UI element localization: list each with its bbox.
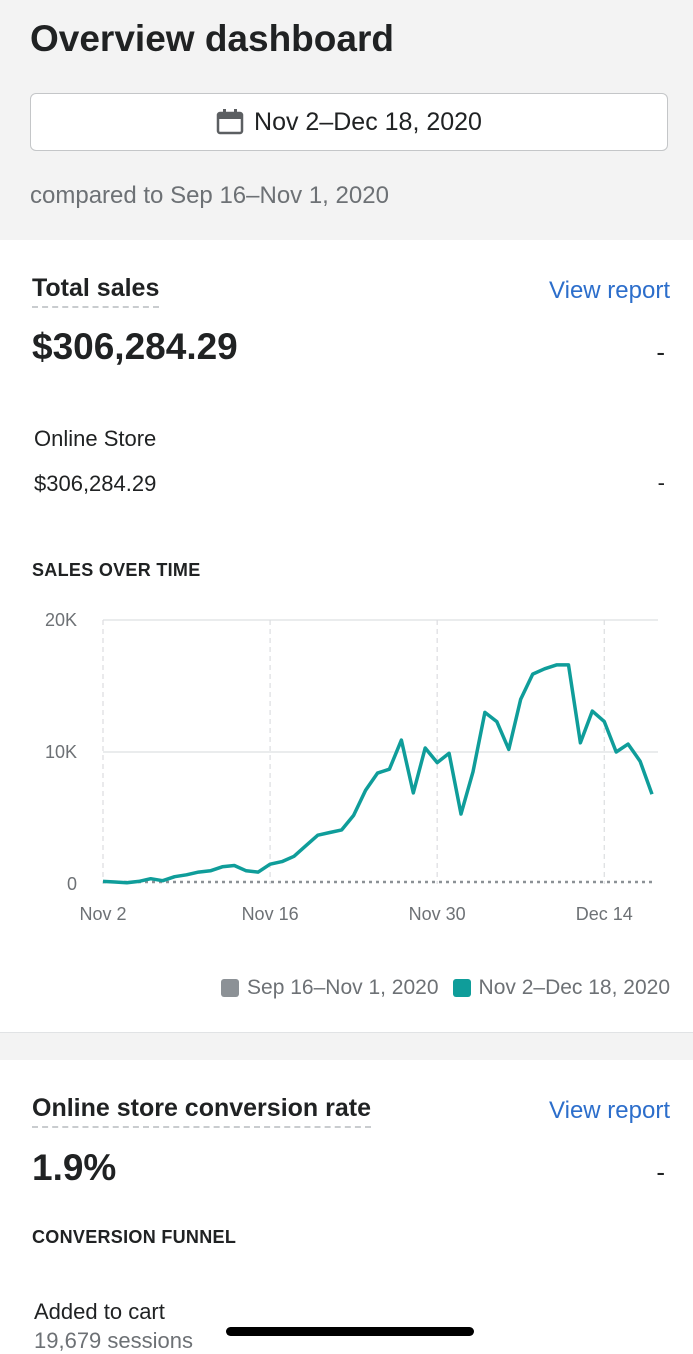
series-line-current — [102, 663, 654, 885]
comparison-text: compared to Sep 16–Nov 1, 2020 — [30, 182, 389, 209]
total-sales-value: $306,284.29 — [32, 326, 238, 367]
header: Overview dashboard Nov 2–Dec 18, 2020 co… — [0, 0, 693, 240]
section-divider — [0, 1032, 693, 1061]
conversion-change: - — [656, 1157, 665, 1187]
channel-value: $306,284.29 — [34, 471, 157, 496]
x-tick-label: Nov 2 — [79, 904, 126, 924]
sales-over-time-chart: 0 10K 20K Nov 2 Nov 16 Nov 30 Dec 14 — [45, 610, 658, 924]
channel-label: Online Store — [34, 426, 157, 451]
chart-heading: SALES OVER TIME — [32, 560, 201, 580]
legend-swatch-current — [452, 979, 471, 997]
total-sales-card: Total sales View report $306,284.29 - On… — [0, 240, 693, 1032]
calendar-icon — [216, 109, 244, 135]
total-sales-view-report-link[interactable]: View report — [549, 277, 670, 304]
channel-change: - — [657, 470, 665, 495]
total-sales-title[interactable]: Total sales — [32, 274, 160, 308]
x-tick-label: Nov 30 — [409, 904, 466, 924]
legend-swatch-previous — [221, 979, 240, 997]
chart-legend: Sep 16–Nov 1, 2020 Nov 2–Dec 18, 2020 — [221, 976, 670, 1000]
funnel-heading: CONVERSION FUNNEL — [32, 1227, 237, 1247]
legend-label-previous: Sep 16–Nov 1, 2020 — [247, 976, 439, 999]
date-range-button[interactable]: Nov 2–Dec 18, 2020 — [30, 93, 668, 151]
date-range-label: Nov 2–Dec 18, 2020 — [254, 107, 482, 136]
conversion-title[interactable]: Online store conversion rate — [32, 1094, 371, 1128]
y-tick-label: 0 — [67, 874, 77, 894]
conversion-value: 1.9% — [32, 1147, 117, 1188]
x-tick-label: Nov 16 — [242, 904, 299, 924]
total-sales-change: - — [656, 337, 665, 367]
added-to-cart-label: Added to cart — [34, 1299, 165, 1324]
y-tick-label: 20K — [45, 610, 77, 630]
home-indicator — [226, 1327, 474, 1336]
x-tick-label: Dec 14 — [576, 904, 633, 924]
legend-label-current: Nov 2–Dec 18, 2020 — [478, 976, 670, 999]
page-title: Overview dashboard — [30, 18, 394, 59]
added-to-cart-sessions: 19,679 sessions — [34, 1328, 193, 1353]
conversion-card: Online store conversion rate View report… — [0, 1060, 693, 1353]
conversion-view-report-link[interactable]: View report — [549, 1097, 670, 1124]
y-tick-label: 10K — [45, 742, 77, 762]
